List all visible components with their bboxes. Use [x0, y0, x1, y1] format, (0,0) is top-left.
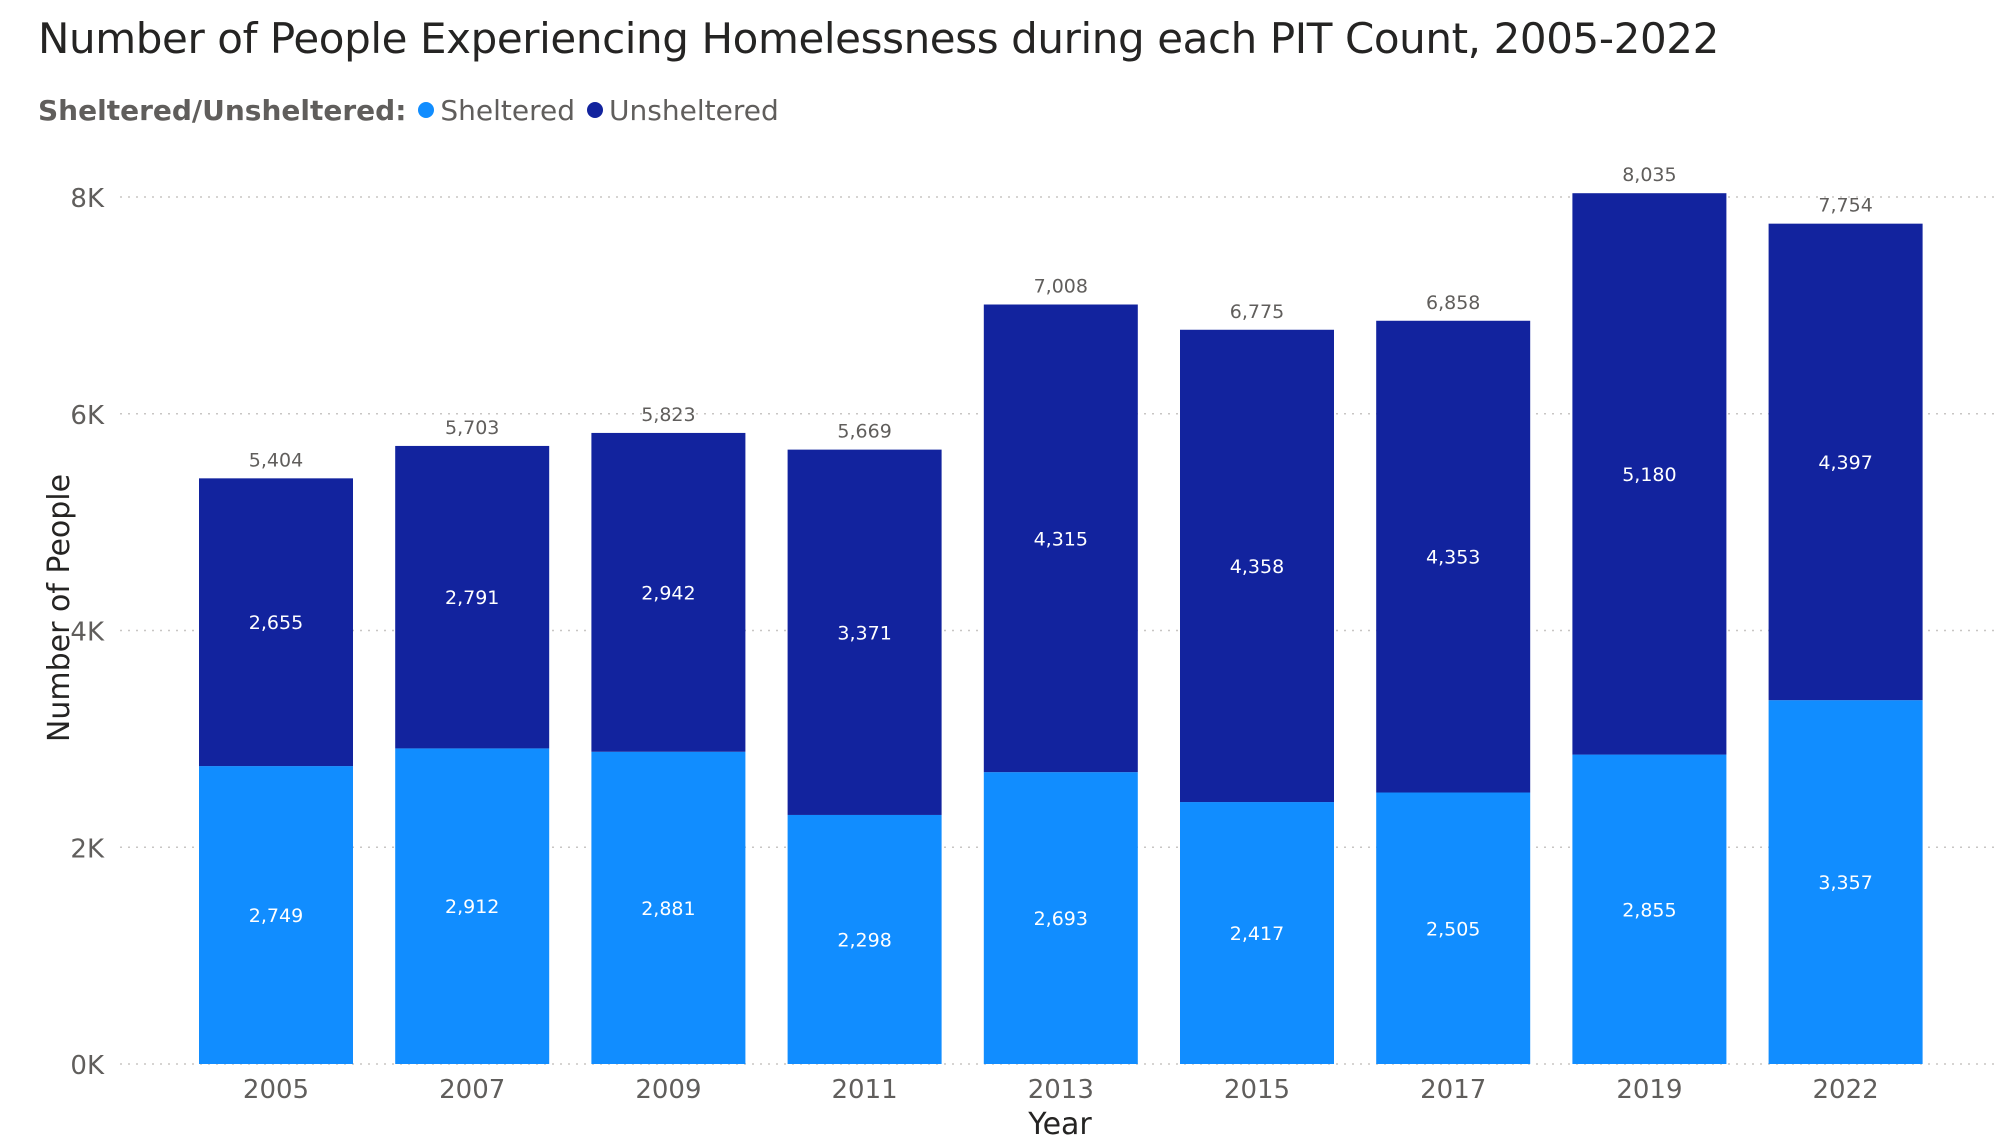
- y-axis-title: Number of People: [42, 474, 77, 742]
- bar-unsheltered: [1572, 193, 1727, 755]
- bar-sheltered: [1180, 802, 1334, 1064]
- x-tick-label: 2017: [1420, 1075, 1486, 1105]
- data-label-unsheltered: 4,358: [1230, 556, 1284, 578]
- x-tick-label: 2005: [243, 1075, 309, 1105]
- data-label-total: 5,669: [837, 421, 891, 443]
- chart-title: Number of People Experiencing Homelessne…: [38, 14, 1719, 63]
- bar-sheltered: [787, 814, 942, 1064]
- bar-sheltered: [395, 748, 550, 1064]
- data-label-total: 5,703: [445, 417, 499, 439]
- data-label-total: 8,035: [1622, 164, 1676, 186]
- x-tick-label: 2022: [1813, 1075, 1879, 1105]
- y-tick-label: 8K: [70, 184, 105, 214]
- data-label-sheltered: 2,298: [837, 929, 891, 951]
- legend: Sheltered/Unsheltered: Sheltered Unshelt…: [38, 90, 791, 130]
- data-label-sheltered: 3,357: [1818, 872, 1872, 894]
- data-label-total: 5,823: [641, 404, 695, 426]
- legend-label-sheltered: Sheltered: [440, 93, 576, 127]
- data-label-total: 7,008: [1034, 276, 1088, 298]
- legend-item-sheltered[interactable]: Sheltered: [418, 94, 575, 127]
- legend-marker-unsheltered: [587, 102, 604, 118]
- x-tick-label: 2007: [439, 1075, 505, 1105]
- y-axis: 0K 2K 4K 6K 8K: [70, 184, 105, 1081]
- bar-unsheltered: [1376, 320, 1531, 793]
- data-label-total: 6,775: [1230, 301, 1284, 323]
- data-label-unsheltered: 4,353: [1426, 547, 1480, 569]
- bar-unsheltered: [787, 449, 942, 815]
- data-label-sheltered: 2,912: [445, 896, 499, 918]
- data-label-sheltered: 2,749: [249, 905, 303, 927]
- bar-sheltered: [199, 766, 353, 1064]
- bar-sheltered: [1768, 700, 1923, 1064]
- data-label-sheltered: 2,505: [1426, 918, 1480, 940]
- legend-title: Sheltered/Unsheltered:: [38, 93, 407, 127]
- y-tick-label: 2K: [70, 834, 105, 864]
- x-axis: 2005 2007 2009 2011 2013 2015 2017 2019 2022: [243, 1075, 1879, 1105]
- data-label-unsheltered: 4,315: [1034, 528, 1088, 550]
- x-tick-label: 2013: [1028, 1075, 1094, 1105]
- x-tick-label: 2015: [1224, 1075, 1290, 1105]
- data-label-sheltered: 2,417: [1230, 923, 1284, 945]
- data-label-sheltered: 2,881: [641, 898, 695, 920]
- bar-unsheltered: [1180, 329, 1334, 803]
- data-label-unsheltered: 4,397: [1818, 452, 1872, 474]
- data-label-unsheltered: 2,791: [445, 587, 499, 609]
- bar-sheltered: [1572, 754, 1727, 1064]
- data-label-sheltered: 2,855: [1622, 899, 1676, 921]
- y-tick-label: 0K: [70, 1051, 105, 1081]
- legend-label-unsheltered: Unsheltered: [609, 93, 779, 127]
- y-tick-label: 4K: [70, 618, 105, 648]
- bar-sheltered: [983, 772, 1138, 1064]
- bar-sheltered: [1376, 792, 1531, 1064]
- data-label-sheltered: 2,693: [1034, 908, 1088, 930]
- bar-unsheltered: [591, 432, 746, 752]
- x-tick-label: 2009: [635, 1075, 701, 1105]
- data-label-total: 5,404: [249, 449, 303, 471]
- data-label-unsheltered: 3,371: [837, 622, 891, 644]
- legend-marker-sheltered: [418, 102, 435, 118]
- legend-item-unsheltered[interactable]: Unsheltered: [587, 94, 779, 127]
- data-label-unsheltered: 2,655: [249, 612, 303, 634]
- y-tick-label: 6K: [70, 401, 105, 431]
- bar-unsheltered: [395, 445, 550, 749]
- bar-unsheltered: [983, 304, 1138, 773]
- bars: [199, 193, 1923, 1064]
- x-tick-label: 2011: [832, 1075, 898, 1105]
- data-label-unsheltered: 2,942: [641, 582, 695, 604]
- bar-unsheltered: [199, 478, 353, 767]
- data-label-total: 7,754: [1818, 195, 1872, 217]
- bar-unsheltered: [1768, 223, 1923, 701]
- data-labels: 2,749 2,655 5,404 2,912 2,791 5,703 2,881 2,942…: [249, 164, 1873, 951]
- bar-sheltered: [591, 751, 746, 1064]
- x-tick-label: 2019: [1616, 1075, 1682, 1105]
- x-axis-title: Year: [1027, 1107, 1092, 1138]
- data-label-total: 6,858: [1426, 292, 1480, 314]
- data-label-unsheltered: 5,180: [1622, 464, 1676, 486]
